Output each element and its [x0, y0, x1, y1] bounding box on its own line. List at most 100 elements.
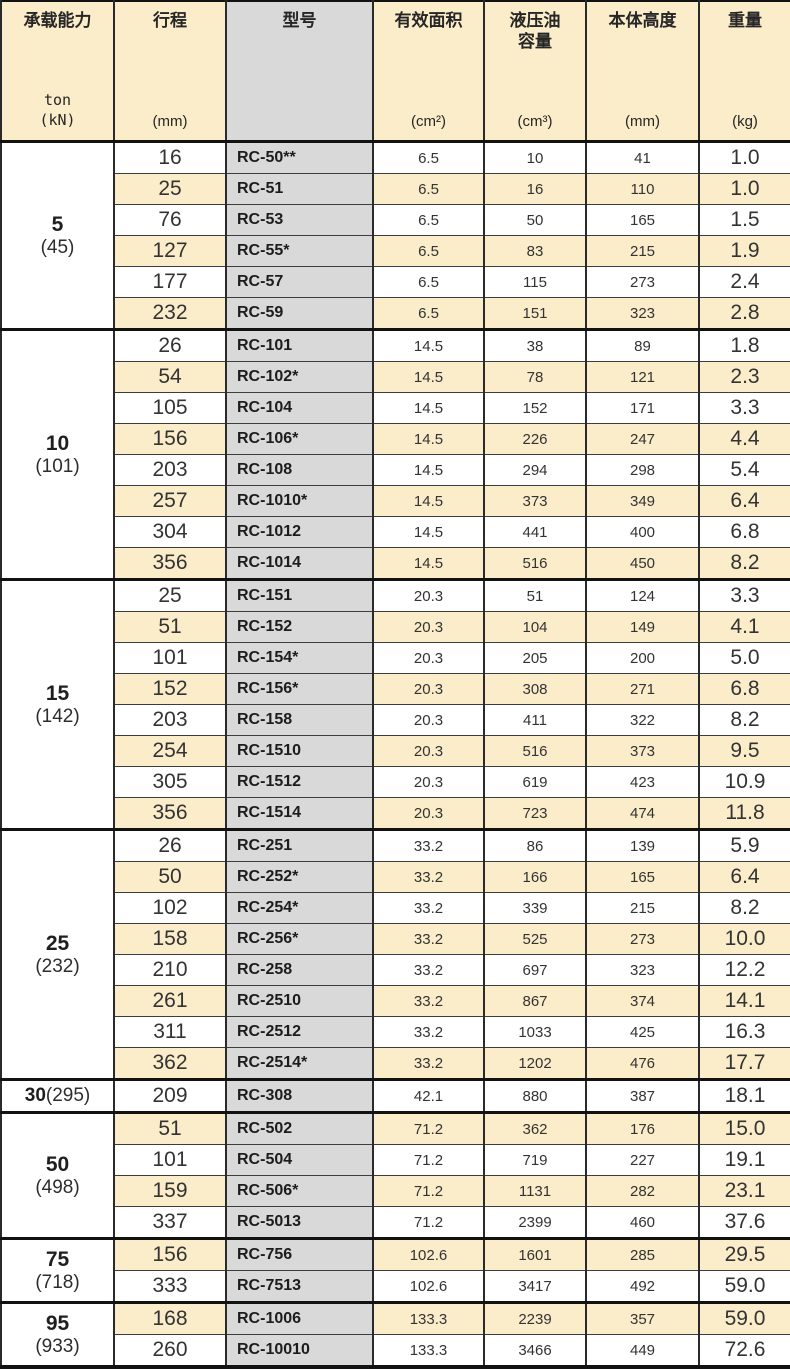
- oil-capacity-cell: 1202: [483, 1047, 587, 1080]
- effective-area-cell: 20.3: [372, 611, 485, 643]
- oil-capacity-cell: 205: [483, 642, 587, 674]
- stroke-cell: 209: [113, 1078, 227, 1113]
- table-row: 50 (498) 51 RC-502 71.2 362 176 15.0: [0, 1111, 790, 1239]
- table-row: 101 RC-154* 20.3 205 200 5.0: [1, 642, 790, 674]
- weight-cell: 29.5: [698, 1237, 790, 1271]
- effective-area-cell: 71.2: [372, 1175, 485, 1207]
- effective-area-cell: 71.2: [372, 1111, 485, 1145]
- capacity-kn-value: (101): [35, 455, 80, 477]
- body-height-cell: 215: [585, 235, 700, 267]
- stroke-cell: 305: [113, 766, 227, 798]
- stroke-cell: 25: [113, 578, 227, 612]
- model-cell: RC-256*: [225, 923, 374, 955]
- body-height-cell: 215: [585, 892, 700, 924]
- body-height-cell: 423: [585, 766, 700, 798]
- effective-area-cell: 6.5: [372, 141, 485, 174]
- model-cell: RC-154*: [225, 642, 374, 674]
- model-cell: RC-104: [225, 392, 374, 424]
- col-header-capacity: 承载能力 ton (kN): [0, 1, 115, 143]
- capacity-kn-value: (295): [45, 1084, 91, 1106]
- stroke-cell: 260: [113, 1334, 227, 1368]
- model-cell: RC-251: [225, 828, 374, 862]
- table-row: 102 RC-254* 33.2 339 215 8.2: [1, 892, 790, 924]
- stroke-cell: 156: [113, 423, 227, 455]
- weight-cell: 23.1: [698, 1175, 790, 1207]
- stroke-cell: 203: [113, 704, 227, 736]
- model-header-label: 型号: [282, 11, 317, 30]
- capacity-section-95ton: 95 (933) 168 RC-1006 133.3 2239 357 59.0 260 RC-1…: [0, 1301, 790, 1368]
- table-row: 105 RC-104 14.5 152 171 3.3: [1, 392, 790, 424]
- model-cell: RC-2512: [225, 1016, 374, 1048]
- model-cell: RC-59: [225, 297, 374, 330]
- weight-cell: 5.0: [698, 642, 790, 674]
- stroke-cell: 203: [113, 454, 227, 486]
- oil-capacity-cell: 1033: [483, 1016, 587, 1048]
- capacity-ton-value: 30: [24, 1084, 46, 1106]
- effective-area-cell: 14.5: [372, 423, 485, 455]
- weight-cell: 6.8: [698, 516, 790, 548]
- effective-area-cell: 33.2: [372, 954, 485, 986]
- capacity-ton-value: 75: [45, 1247, 70, 1271]
- oil-capacity-cell: 78: [483, 361, 587, 393]
- oil-capacity-cell: 516: [483, 547, 587, 580]
- weight-cell: 1.0: [698, 141, 790, 174]
- weight-cell: 37.6: [698, 1206, 790, 1239]
- capacity-kn-value: (498): [35, 1176, 80, 1198]
- model-cell: RC-108: [225, 454, 374, 486]
- capacity-ton-value: 50: [45, 1152, 70, 1176]
- stroke-cell: 177: [113, 266, 227, 298]
- table-row: 25 RC-51 6.5 16 110 1.0: [1, 173, 790, 205]
- stroke-cell: 51: [113, 1111, 227, 1145]
- model-cell: RC-1510: [225, 735, 374, 767]
- weight-cell: 10.9: [698, 766, 790, 798]
- body-height-cell: 171: [585, 392, 700, 424]
- body-height-cell: 349: [585, 485, 700, 517]
- body-height-cell: 449: [585, 1334, 700, 1368]
- model-cell: RC-106*: [225, 423, 374, 455]
- weight-cell: 1.8: [698, 328, 790, 362]
- col-header-weight: 重量 (kg): [698, 1, 790, 143]
- capacity-cell: 30(295): [0, 1078, 115, 1113]
- stroke-cell: 16: [113, 141, 227, 174]
- stroke-cell: 168: [113, 1301, 227, 1335]
- weight-cell: 11.8: [698, 797, 790, 830]
- stroke-header-label: 行程: [153, 11, 187, 30]
- oil-capacity-cell: 3417: [483, 1270, 587, 1303]
- effective-area-cell: 20.3: [372, 735, 485, 767]
- table-row: 158 RC-256* 33.2 525 273 10.0: [1, 923, 790, 955]
- header-row: 承载能力 ton (kN) 行程 (mm) 型号: [0, 1, 790, 143]
- stroke-cell: 356: [113, 797, 227, 830]
- table-row: 254 RC-1510 20.3 516 373 9.5: [1, 735, 790, 767]
- table-row: 356 RC-1514 20.3 723 474 11.8: [1, 797, 790, 830]
- capacity-cell: 10 (101): [0, 328, 115, 580]
- table-row: 356 RC-1014 14.5 516 450 8.2: [1, 547, 790, 580]
- weight-header-label: 重量: [728, 11, 762, 30]
- oil-capacity-cell: 50: [483, 204, 587, 236]
- oil-capacity-cell: 525: [483, 923, 587, 955]
- body-height-cell: 460: [585, 1206, 700, 1239]
- stroke-cell: 254: [113, 735, 227, 767]
- capacity-kn-value: (232): [35, 955, 80, 977]
- model-cell: RC-308: [225, 1078, 374, 1113]
- effective-area-cell: 14.5: [372, 516, 485, 548]
- weight-cell: 1.9: [698, 235, 790, 267]
- oil-capacity-cell: 867: [483, 985, 587, 1017]
- oil-capacity-cell: 516: [483, 735, 587, 767]
- model-cell: RC-53: [225, 204, 374, 236]
- stroke-cell: 50: [113, 861, 227, 893]
- stroke-cell: 127: [113, 235, 227, 267]
- area-header-unit: (cm²): [411, 113, 446, 130]
- table-row: 362 RC-2514* 33.2 1202 476 17.7: [1, 1047, 790, 1080]
- table-row: 159 RC-506* 71.2 1131 282 23.1: [1, 1175, 790, 1207]
- area-header-label: 有效面积: [394, 11, 463, 30]
- body-height-cell: 450: [585, 547, 700, 580]
- table-row: 305 RC-1512 20.3 619 423 10.9: [1, 766, 790, 798]
- model-cell: RC-254*: [225, 892, 374, 924]
- effective-area-cell: 14.5: [372, 547, 485, 580]
- body-height-cell: 273: [585, 923, 700, 955]
- effective-area-cell: 6.5: [372, 297, 485, 330]
- model-cell: RC-7513: [225, 1270, 374, 1303]
- body-height-cell: 474: [585, 797, 700, 830]
- body-height-cell: 200: [585, 642, 700, 674]
